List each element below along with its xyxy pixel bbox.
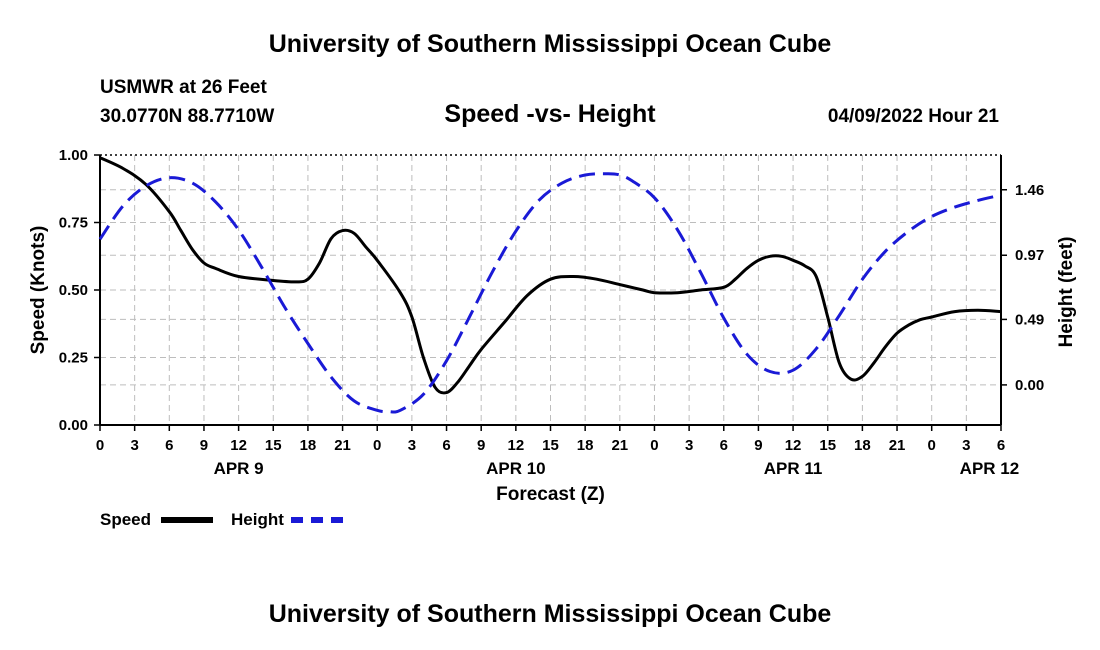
x-tick-label: 6 — [720, 437, 728, 454]
speed-height-chart: 0 3 6 9 12 15 18 21 0 3 6 9 12 15 18 21 0 3 6 9 12 15 18 21 0 3 6 A… — [28, 147, 1077, 505]
x-tick-label: 12 — [785, 437, 802, 454]
y-axis-title: Speed (Knots) — [28, 226, 49, 355]
station-coordinates: 30.0770N 88.7710W — [100, 106, 275, 127]
x-tick-label: 6 — [997, 437, 1005, 454]
date-label: APR 12 — [960, 459, 1020, 478]
x-tick-label: 0 — [928, 437, 936, 454]
legend-height-label: Height — [231, 510, 284, 529]
height-series-line — [98, 172, 1002, 414]
x-tick-label: 3 — [685, 437, 693, 454]
y-tick-label: 0.50 — [59, 282, 88, 299]
chart-subtitle: Speed -vs- Height — [444, 100, 656, 128]
date-label: APR 9 — [214, 459, 264, 478]
y-tick-label: 0.75 — [59, 215, 88, 232]
x-tick-label: 0 — [96, 437, 104, 454]
x-tick-label: 3 — [962, 437, 970, 454]
y2-tick-label: 1.46 — [1015, 182, 1044, 199]
page-title: University of Southern Mississippi Ocean… — [268, 30, 832, 58]
forecast-datetime: 04/09/2022 Hour 21 — [827, 106, 999, 127]
x-tick-label: 15 — [265, 437, 282, 454]
legend-height-swatch — [291, 517, 343, 523]
x-tick-label: 12 — [230, 437, 247, 454]
x-tick-label: 9 — [754, 437, 762, 454]
x-tick-label: 18 — [300, 437, 317, 454]
x-tick-label: 3 — [408, 437, 416, 454]
station-name: USMWR at 26 Feet — [100, 77, 267, 98]
x-tick-label: 0 — [373, 437, 381, 454]
y2-tick-label: 0.00 — [1015, 377, 1044, 394]
y-tick-label: 0.00 — [59, 417, 88, 434]
x-tick-label: 18 — [577, 437, 594, 454]
x-tick-label: 21 — [889, 437, 906, 454]
legend-speed-swatch — [161, 517, 213, 523]
x-tick-label: 6 — [442, 437, 450, 454]
x-tick-label: 15 — [819, 437, 836, 454]
x-tick-label: 9 — [200, 437, 208, 454]
y-tick-label: 1.00 — [59, 147, 88, 164]
x-tick-label: 9 — [477, 437, 485, 454]
x-tick-label: 18 — [854, 437, 871, 454]
footer-title: University of Southern Mississippi Ocean… — [268, 600, 832, 628]
legend-speed-label: Speed — [100, 510, 152, 529]
x-tick-label: 12 — [508, 437, 525, 454]
x-tick-label: 21 — [334, 437, 351, 454]
y2-tick-label: 0.97 — [1015, 247, 1044, 264]
date-label: APR 10 — [486, 459, 546, 478]
y2-tick-label: 0.49 — [1015, 311, 1044, 328]
x-tick-label: 6 — [165, 437, 173, 454]
date-label: APR 11 — [764, 459, 823, 478]
speed-series-line — [99, 156, 1002, 395]
y2-axis-title: Height (feet) — [1056, 237, 1077, 348]
x-axis-title: Forecast (Z) — [496, 484, 605, 505]
y-tick-label: 0.25 — [59, 350, 88, 367]
x-tick-label: 0 — [650, 437, 658, 454]
x-tick-label: 3 — [130, 437, 138, 454]
x-tick-label: 21 — [611, 437, 628, 454]
x-tick-label: 15 — [542, 437, 559, 454]
